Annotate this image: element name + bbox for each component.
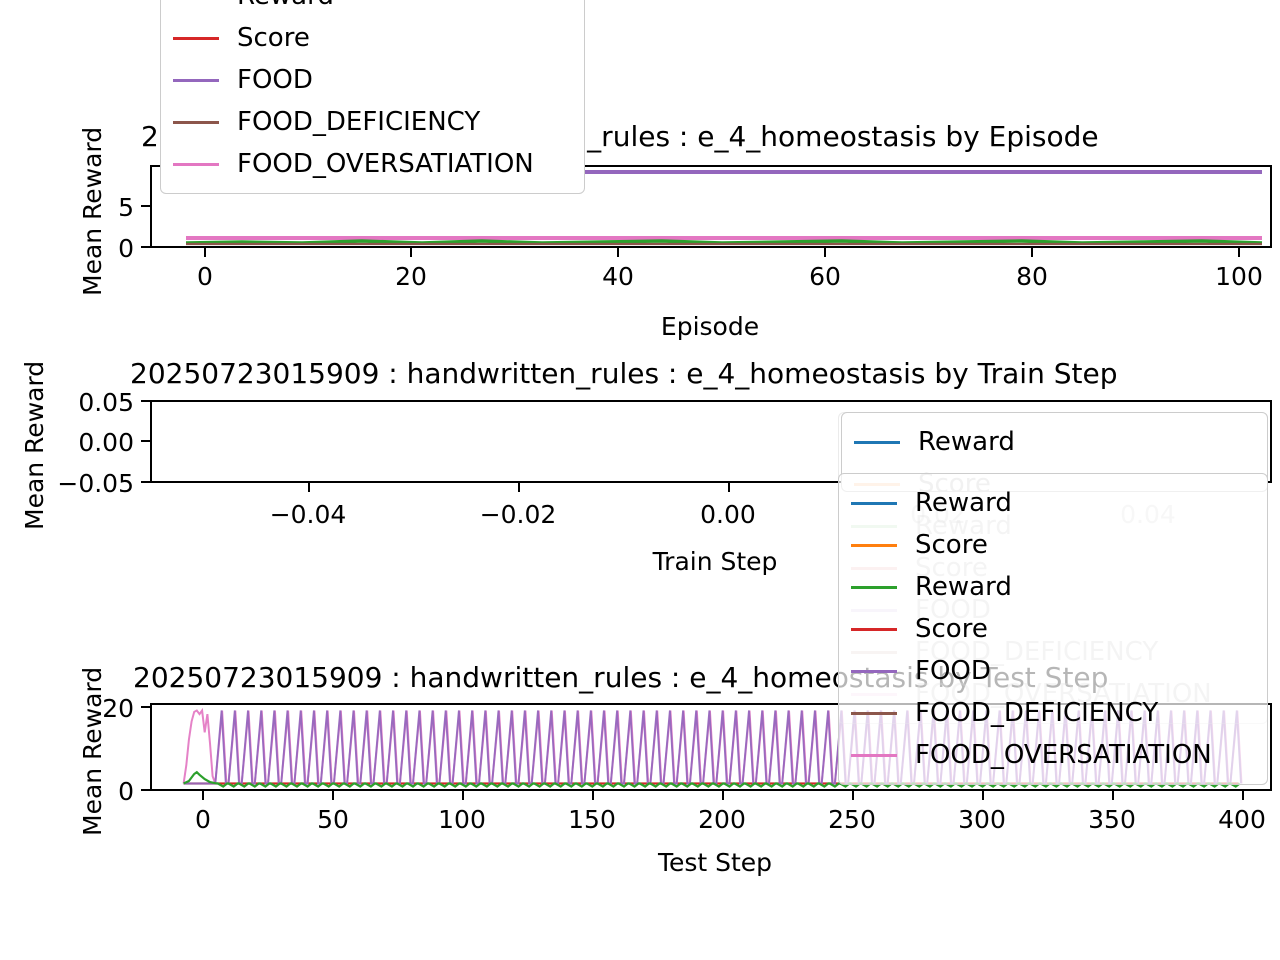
panel-episode-ytickmark-0	[141, 246, 150, 249]
legend-label: Score	[237, 23, 310, 53]
panel-test-step-xtick-250: 250	[828, 805, 876, 834]
legend-item[interactable]: FOOD	[173, 59, 570, 101]
legend-item[interactable]: Score	[173, 17, 570, 59]
panel-episode-xtick-0: 0	[197, 262, 213, 291]
panel-train-step-xtick-000: 0.00	[700, 500, 756, 529]
legend-test-step-main[interactable]: Reward Score Reward Score FOOD FOOD_DEFI…	[838, 473, 1268, 785]
legend-label: FOOD_DEFICIENCY	[237, 107, 481, 137]
legend-item[interactable]: FOOD_DEFICIENCY	[173, 101, 570, 143]
panel-test-step-ytick-20: 20	[102, 694, 134, 723]
panel-test-step-xtick-300: 300	[958, 805, 1006, 834]
legend-label: FOOD_OVERSATIATION	[237, 149, 534, 179]
panel-episode-xlabel: Episode	[660, 312, 760, 341]
legend-swatch-score-red	[173, 36, 219, 40]
legend-label: Score	[915, 530, 988, 560]
legend-episode[interactable]: Reward Score Reward Score FOOD FOOD_DEFI…	[160, 0, 585, 194]
panel-train-step-title: 20250723015909 : handwritten_rules : e_4…	[130, 357, 1118, 390]
panel-episode-ytick-0: 0	[118, 234, 134, 263]
panel-episode-xtick-60: 60	[809, 262, 841, 291]
panel-test-step-ylabel: Mean Reward	[78, 666, 107, 836]
panel-episode-xtick-20: 20	[395, 262, 427, 291]
panel-episode-xtickmark-100	[1238, 248, 1241, 257]
legend-label: Reward	[237, 0, 334, 9]
panel-train-step-xtick-neg004: −0.04	[269, 500, 347, 529]
legend-item[interactable]: FOOD_OVERSATIATION	[851, 734, 1253, 776]
legend-item[interactable]: FOOD_DEFICIENCY	[851, 692, 1253, 734]
panel-test-step-ytick-0: 0	[118, 777, 134, 806]
panel-test-step-xtickmark-100	[462, 791, 465, 800]
panel-test-step-xtick-50: 50	[317, 805, 349, 834]
legend-label: FOOD_DEFICIENCY	[915, 698, 1159, 728]
panel-test-step-xtickmark-150	[592, 791, 595, 800]
panel-episode-ytickmark-5	[141, 205, 150, 208]
legend-item[interactable]: Reward	[173, 0, 570, 17]
panel-test-step-xtickmark-0	[202, 791, 205, 800]
legend-swatch-food-oversatiation	[851, 753, 897, 757]
legend-item[interactable]: Reward	[854, 421, 1253, 463]
legend-swatch-reward-blue	[854, 440, 900, 444]
legend-item[interactable]: Score	[851, 524, 1253, 566]
panel-episode-xtickmark-80	[1031, 248, 1034, 257]
panel-episode-xtickmark-20	[410, 248, 413, 257]
panel-train-step-xlabel: Train Step	[652, 547, 778, 576]
panel-episode-axes	[150, 165, 1272, 248]
panel-train-step-ytick-0-00: 0.00	[78, 428, 134, 457]
legend-item[interactable]: FOOD_OVERSATIATION	[173, 143, 570, 185]
legend-swatch-food	[851, 669, 897, 673]
panel-test-step-xtick-200: 200	[698, 805, 746, 834]
legend-swatch-food	[173, 78, 219, 82]
panel-test-step-ytickmark-20	[141, 706, 150, 709]
panel-train-step-ytickmark-lower	[141, 481, 150, 484]
panel-episode-ytick-5: 5	[118, 193, 134, 222]
legend-item[interactable]: Score	[851, 608, 1253, 650]
panel-train-step-ytickmark-mid	[141, 440, 150, 443]
legend-swatch-reward-blue	[851, 501, 897, 505]
legend-swatch-score-red	[851, 627, 897, 631]
panel-episode-xtickmark-60	[824, 248, 827, 257]
legend-label: Reward	[915, 488, 1012, 518]
panel-episode-xtick-100: 100	[1215, 262, 1263, 291]
legend-swatch-reward-green	[851, 585, 897, 589]
panel-test-step-xlabel: Test Step	[657, 848, 773, 877]
legend-label: Reward	[915, 572, 1012, 602]
legend-label: Score	[915, 614, 988, 644]
legend-swatch-food-oversatiation	[173, 162, 219, 166]
panel-test-step-xtickmark-400	[1242, 791, 1245, 800]
panel-test-step-xtickmark-200	[722, 791, 725, 800]
legend-swatch-score-orange	[851, 543, 897, 547]
legend-item[interactable]: Reward	[851, 566, 1253, 608]
panel-train-step-xtickmark-neg002	[518, 483, 521, 492]
panel-test-step-xtickmark-350	[1112, 791, 1115, 800]
panel-train-step-xtickmark-000	[728, 483, 731, 492]
panel-test-step-xtick-150: 150	[568, 805, 616, 834]
panel-test-step-xtick-100: 100	[438, 805, 486, 834]
panel-test-step-ytickmark-0	[141, 789, 150, 792]
panel-test-step-xtick-0: 0	[195, 805, 211, 834]
legend-label: FOOD	[915, 656, 991, 686]
legend-item[interactable]: FOOD	[851, 650, 1253, 692]
panel-train-step-xtickmark-neg004	[308, 483, 311, 492]
panel-test-step-axes	[150, 703, 1272, 791]
legend-swatch-food-deficiency	[851, 711, 897, 715]
panel-test-step-xtickmark-50	[332, 791, 335, 800]
panel-test-step-xtick-350: 350	[1088, 805, 1136, 834]
legend-label: FOOD	[237, 65, 313, 95]
panel-test-step-xtick-400: 400	[1218, 805, 1266, 834]
panel-episode-xtick-80: 80	[1016, 262, 1048, 291]
panel-test-step-xtickmark-300	[982, 791, 985, 800]
legend-label: FOOD_OVERSATIATION	[915, 740, 1212, 770]
panel-episode-xtick-40: 40	[602, 262, 634, 291]
legend-swatch-food-deficiency	[173, 120, 219, 124]
panel-episode-xtickmark-40	[617, 248, 620, 257]
panel-episode-xtickmark-0	[204, 248, 207, 257]
panel-test-step-xtickmark-250	[852, 791, 855, 800]
legend-item[interactable]: Reward	[851, 482, 1253, 524]
legend-label: Reward	[918, 427, 1015, 457]
panel-train-step-xtick-neg002: −0.02	[479, 500, 557, 529]
panel-train-step-ytickmark-upper	[141, 400, 150, 403]
panel-train-step-ytick-0-05: 0.05	[78, 388, 134, 417]
panel-train-step-ytick-neg-0-05: −0.05	[57, 469, 134, 498]
